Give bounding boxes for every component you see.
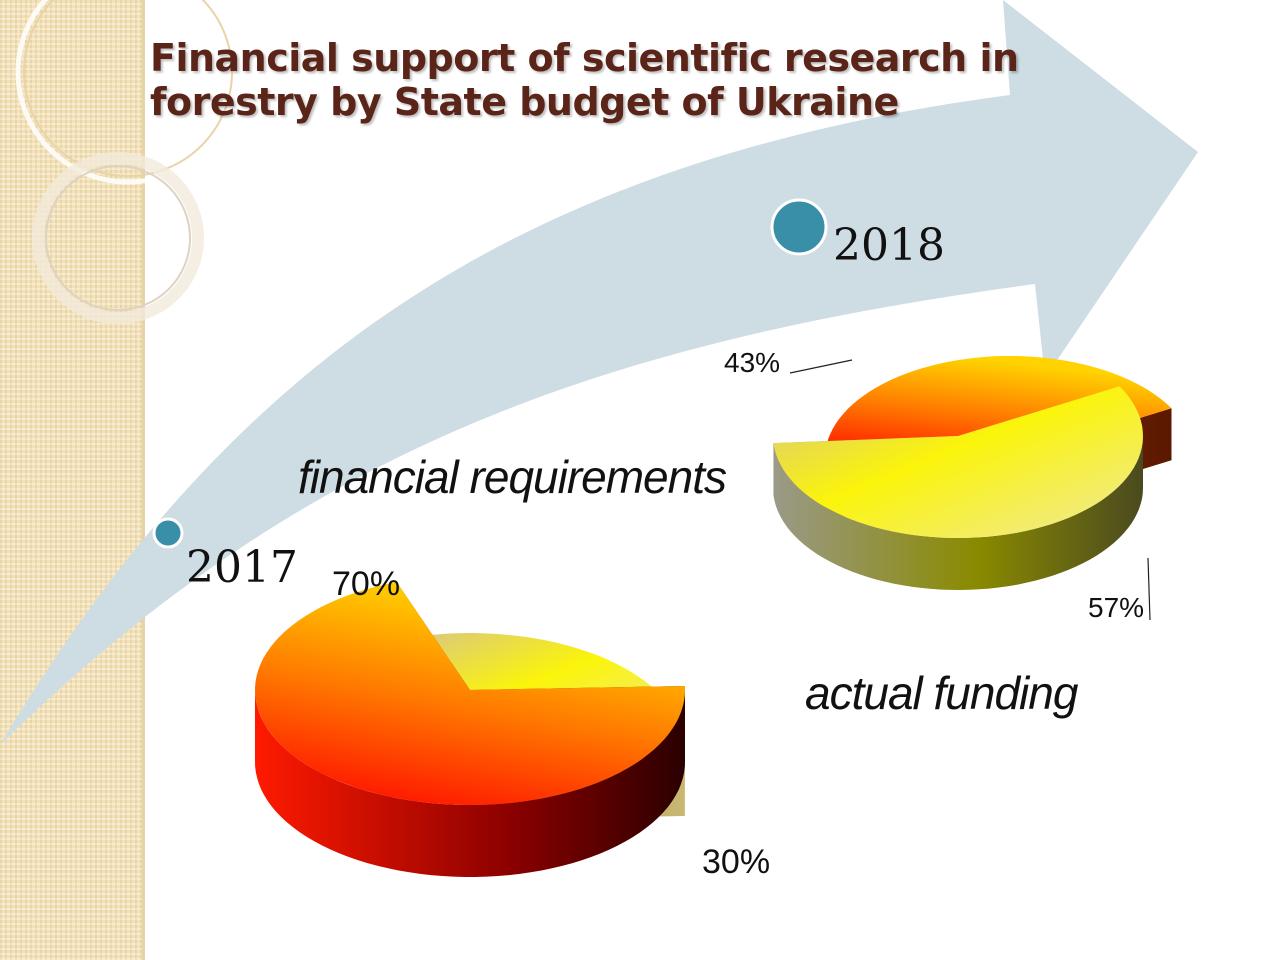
pie-2017 [255,581,685,877]
slice-top [773,386,1143,538]
year-label-2017: 2017 [186,542,298,593]
title-line-2: forestry by State budget of Ukraine [150,80,899,124]
decorative-rings [15,0,241,324]
slice-label-2017-requirements: 70% [332,565,401,603]
slice-side [773,435,1143,590]
pie-2018 [773,356,1172,590]
financial-requirements-label: financial requirements [298,451,727,503]
year-label-2018: 2018 [833,220,945,271]
leader-line-57 [1147,557,1151,621]
actual-funding-label: actual funding [805,667,1078,719]
pie-slice-2018-actual-funding [773,386,1143,590]
page-title: Financial support of scientific research… [150,36,1150,124]
slice-side [255,688,685,877]
slice-label-2017-funding: 30% [702,843,771,881]
timeline-dot-2017 [152,517,184,549]
timeline-arrow [0,0,1198,745]
slice-top [255,581,685,805]
timeline-dot-2018 [770,198,828,256]
leader-line-43 [789,359,853,374]
slice-label-2018-requirements: 43% [724,347,781,378]
title-line-1: Financial support of scientific research… [150,36,1019,80]
sidebar-divider [142,0,145,960]
slice-label-2018-funding: 57% [1088,592,1145,623]
pie-slice-2017-financial-requirements [255,581,685,877]
